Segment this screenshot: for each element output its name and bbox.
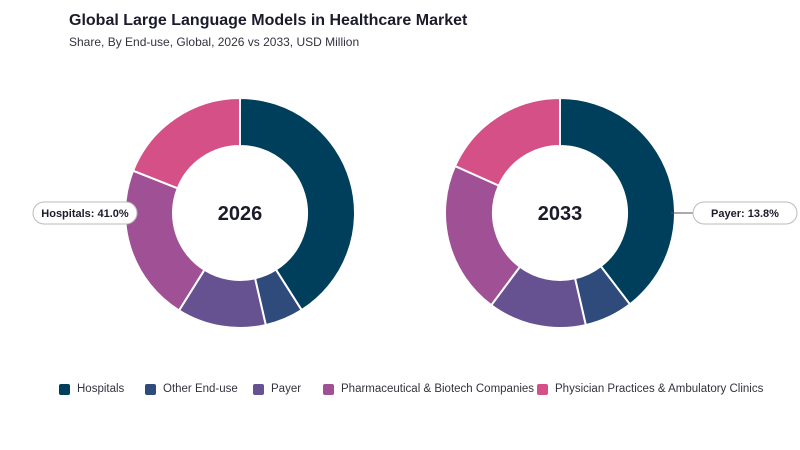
legend-label-pharmaceutical-and-biotech-companies: Pharmaceutical & Biotech Companies	[341, 383, 535, 395]
center-label-2026: 2026	[218, 203, 263, 225]
slice-2033-physician-practices-and-ambulatory-clinics[interactable]	[453, 96, 561, 187]
legend-item-pharmaceutical-and-biotech-companies[interactable]: Pharmaceutical & Biotech Companies	[323, 383, 534, 395]
legend-swatch-physician-practices-and-ambulatory-clinics	[537, 383, 548, 395]
slice-2026-pharmaceutical-and-biotech-companies[interactable]	[124, 169, 206, 312]
donut-2033: 2033 Payer: 13.8%	[444, 96, 798, 329]
callout-box-2026	[32, 201, 138, 225]
slice-2026-physician-practices-and-ambulatory-clinics[interactable]	[131, 96, 241, 190]
legend-swatch-hospitals	[59, 383, 70, 395]
callout-label-2026: Hospitals: 41.0%	[41, 208, 129, 220]
legend-item-payer[interactable]: Payer	[253, 383, 301, 395]
legend-swatch-pharmaceutical-and-biotech-companies	[323, 383, 334, 395]
donut-2026: 2026 Hospitals: 41.0%	[32, 96, 356, 329]
slice-2033-hospitals[interactable]	[559, 96, 676, 306]
legend-label-other-end-use: Other End-use	[163, 383, 238, 395]
legend-item-other-end-use[interactable]: Other End-use	[145, 383, 238, 395]
legend-label-payer: Payer	[271, 383, 302, 395]
legend-label-physician-practices-and-ambulatory-clinics: Physician Practices & Ambulatory Clinics	[555, 383, 764, 395]
callout-label-2033: Payer: 13.8%	[711, 208, 779, 220]
legend-item-hospitals[interactable]: Hospitals	[59, 383, 124, 395]
chart-subtitle: Share, By End-use, Global, 2026 vs 2033,…	[69, 35, 360, 49]
legend-item-physician-practices-and-ambulatory-clinics[interactable]: Physician Practices & Ambulatory Clinics	[537, 383, 763, 395]
legend-label-hospitals: Hospitals	[77, 383, 125, 395]
callout-box-2033	[692, 201, 798, 225]
center-label-2033: 2033	[538, 203, 583, 225]
legend-swatch-payer	[253, 383, 264, 395]
legend: Hospitals Other End-use Payer Pharmaceutica…	[0, 383, 800, 403]
slice-2026-hospitals[interactable]	[239, 96, 356, 312]
legend-swatch-other-end-use	[145, 383, 156, 395]
chart-title: Global Large Language Models in Healthca…	[69, 12, 468, 29]
